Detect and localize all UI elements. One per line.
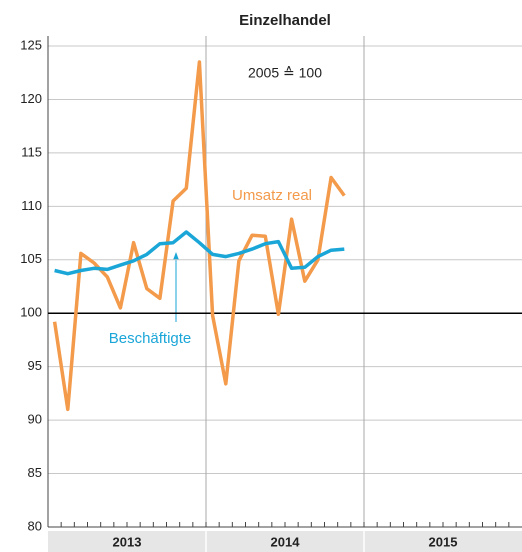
series-line <box>54 230 345 276</box>
x-year-label: 2014 <box>271 534 301 549</box>
y-tick-label: 115 <box>21 144 42 159</box>
y-tick-label: 110 <box>21 198 42 213</box>
y-tick-label: 125 <box>20 37 42 52</box>
series-label: Beschäftigte <box>109 330 192 347</box>
y-tick-label: 80 <box>28 518 42 533</box>
y-tick-label: 90 <box>28 412 42 427</box>
y-tick-label: 100 <box>20 305 42 320</box>
y-tick-label: 120 <box>20 91 42 106</box>
x-year-label: 2015 <box>429 534 458 549</box>
year-band <box>48 531 522 552</box>
y-tick-label: 105 <box>20 251 42 266</box>
arrow-head <box>173 252 179 260</box>
note: 2005 ≙ 100 <box>248 65 322 81</box>
y-tick-label: 85 <box>28 465 42 480</box>
series-label: Umsatz real <box>232 187 312 204</box>
series-line <box>52 60 346 412</box>
x-year-label: 2013 <box>113 534 142 549</box>
y-tick-label: 95 <box>28 358 42 373</box>
chart-title: Einzelhandel <box>239 12 331 29</box>
